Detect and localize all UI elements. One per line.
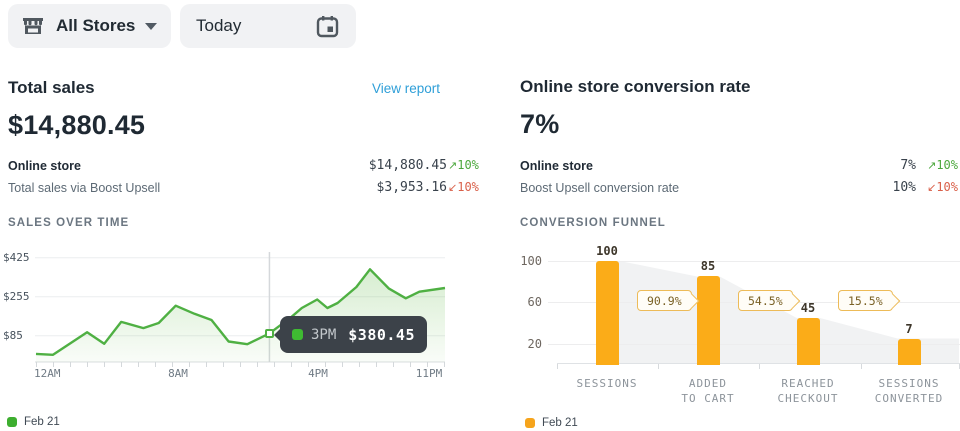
- legend-swatch-icon: [7, 417, 17, 427]
- row-label: Online store: [520, 159, 593, 173]
- x-axis-line: [557, 363, 960, 364]
- row-change: ↗10%: [448, 158, 479, 172]
- axis-tick: [861, 364, 862, 369]
- row-label: Total sales via Boost Upsell: [8, 181, 161, 195]
- y-axis-tick: 100: [520, 254, 542, 268]
- conversion-rate-badge: 54.5%: [738, 290, 793, 311]
- axis-tick: [658, 364, 659, 369]
- date-selector-button[interactable]: Today: [180, 4, 356, 48]
- row-label: Online store: [8, 159, 81, 173]
- funnel-bar-sessions-converted[interactable]: [897, 338, 921, 365]
- store-selector-button[interactable]: All Stores: [8, 4, 171, 48]
- funnel-bar-sessions[interactable]: [595, 260, 619, 365]
- x-axis-tick: 4PM: [308, 367, 328, 380]
- funnel-legend: Feb 21: [525, 417, 578, 429]
- x-axis-tick: 11PM: [415, 367, 443, 380]
- y-axis-tick: 20: [527, 337, 542, 351]
- axis-tick: [759, 364, 760, 369]
- row-label: Boost Upsell conversion rate: [520, 181, 680, 195]
- row-change: ↙10%: [448, 180, 479, 194]
- category-label: REACHED CHECKOUT: [777, 377, 839, 405]
- conversion-funnel-heading: CONVERSION FUNNEL: [520, 217, 666, 229]
- trend-down-icon: ↙: [927, 181, 937, 194]
- tooltip-time: 3PM: [311, 326, 337, 343]
- trend-up-icon: ↗: [448, 159, 458, 172]
- bar-value-label: 85: [700, 259, 716, 274]
- axis-tick: [557, 364, 558, 369]
- funnel-bar-reached-checkout[interactable]: [796, 317, 820, 365]
- y-axis-tick: $255: [3, 290, 30, 303]
- view-report-link[interactable]: View report: [371, 81, 440, 96]
- conversion-rate-value: 7%: [520, 109, 560, 139]
- date-selector-label: Today: [196, 16, 242, 35]
- chart-tooltip: 3PM $380.45: [274, 316, 427, 353]
- bar-value-label: 45: [800, 300, 816, 315]
- store-selector-label: All Stores: [56, 16, 136, 35]
- row-change: ↙10%: [927, 180, 958, 194]
- highlighted-data-point[interactable]: [264, 328, 274, 338]
- legend-label: Feb 21: [24, 416, 60, 428]
- sales-line-chart: [35, 252, 446, 363]
- tooltip-value: $380.45: [348, 325, 415, 344]
- sales-line-path: [35, 268, 446, 356]
- row-change: ↗10%: [927, 158, 958, 172]
- total-sales-title: Total sales: [8, 78, 95, 97]
- funnel-bar-added-to-cart[interactable]: [696, 276, 720, 365]
- bar-value-label: 100: [596, 243, 618, 258]
- gridline: [548, 261, 960, 262]
- x-axis-tick: 12AM: [34, 367, 61, 380]
- storefront-icon: [23, 18, 43, 34]
- chevron-down-icon: [145, 22, 157, 30]
- trend-up-icon: ↗: [927, 159, 937, 172]
- legend-label: Feb 21: [542, 417, 578, 429]
- y-axis-tick: $425: [3, 251, 30, 264]
- category-label: SESSIONS: [576, 377, 638, 390]
- category-label: ADDED TO CART: [681, 377, 735, 405]
- y-axis-tick: 60: [527, 295, 542, 309]
- calendar-icon: [316, 15, 339, 37]
- row-value: 10%: [892, 180, 916, 195]
- legend-swatch-icon: [525, 418, 535, 428]
- trend-down-icon: ↙: [448, 181, 458, 194]
- y-axis-tick: $85: [3, 329, 23, 342]
- series-swatch-icon: [292, 329, 303, 340]
- bar-value-label: 7: [905, 321, 913, 336]
- row-value: $3,953.16: [376, 180, 447, 195]
- row-value: $14,880.45: [368, 158, 447, 173]
- category-label: SESSIONS CONVERTED: [874, 377, 944, 405]
- total-sales-value: $14,880.45: [8, 110, 146, 140]
- gridline: [548, 344, 960, 345]
- sales-legend: Feb 21: [7, 416, 60, 428]
- x-axis-tick: 8AM: [168, 367, 188, 380]
- conversion-rate-badge: 15.5%: [838, 290, 893, 311]
- conversion-rate-badge: 90.9%: [637, 290, 692, 311]
- conversion-rate-title: Online store conversion rate: [520, 77, 751, 96]
- row-value: 7%: [900, 158, 916, 173]
- sales-over-time-heading: SALES OVER TIME: [8, 217, 130, 229]
